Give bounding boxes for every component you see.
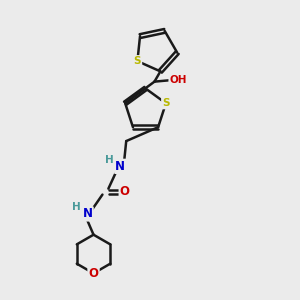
Text: H: H	[106, 155, 114, 165]
Text: OH: OH	[169, 75, 187, 85]
Text: S: S	[134, 56, 141, 66]
Text: H: H	[72, 202, 81, 212]
Text: N: N	[115, 160, 125, 173]
Text: S: S	[162, 98, 169, 108]
Text: N: N	[82, 207, 93, 220]
Text: O: O	[88, 267, 98, 280]
Text: O: O	[120, 185, 130, 198]
